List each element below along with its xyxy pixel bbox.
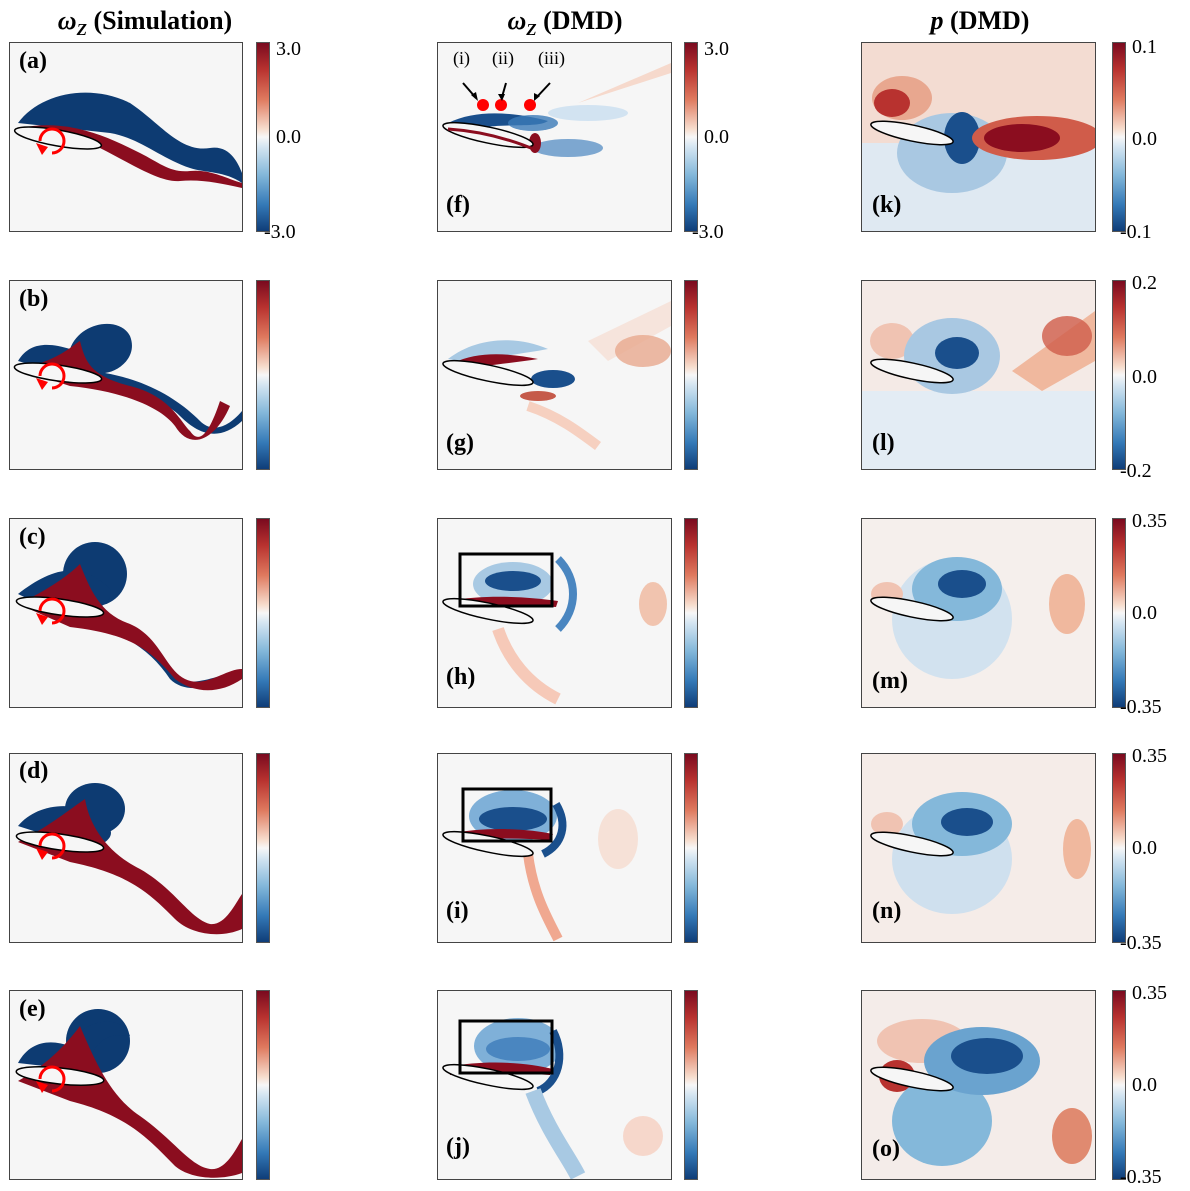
- colorbar: [684, 518, 698, 708]
- point-label: (iii): [538, 48, 565, 68]
- colorbar-tick-mid: 0.0: [1132, 128, 1157, 150]
- colorbar-tick-bottom: -0.35: [1120, 1166, 1162, 1188]
- colorbar-tick-bottom: -0.35: [1120, 696, 1162, 718]
- panel-m: [861, 518, 1096, 708]
- panel-e: [9, 990, 243, 1180]
- panel-d: [9, 753, 243, 943]
- colorbar-tick-top: 0.2: [1132, 272, 1157, 294]
- panel-label: (m): [872, 668, 908, 694]
- colorbar: [256, 280, 270, 470]
- panel-o: [861, 990, 1096, 1180]
- colorbar-tick-bottom: -0.1: [1120, 221, 1152, 243]
- title-dmd-vorticity: ωZ (DMD): [405, 6, 725, 40]
- colorbar: [1112, 753, 1126, 943]
- colorbar: [1112, 518, 1126, 708]
- colorbar-tick-top: 0.35: [1132, 745, 1167, 767]
- colorbar: [256, 753, 270, 943]
- colorbar: [256, 42, 270, 232]
- p-symbol: p: [930, 6, 944, 35]
- colorbar: [684, 753, 698, 943]
- colorbar-tick-mid: 0.0: [1132, 366, 1157, 388]
- panel-label: (j): [446, 1134, 470, 1160]
- panel-label: (e): [19, 996, 46, 1022]
- panel-c: [9, 518, 243, 708]
- panel-label: (h): [446, 664, 476, 690]
- panel-j: [437, 990, 672, 1180]
- panel-f: [437, 42, 672, 232]
- colorbar-tick-bottom: -3.0: [264, 221, 296, 243]
- colorbar-tick-mid: 0.0: [1132, 837, 1157, 859]
- colorbar-tick-top: 0.35: [1132, 982, 1167, 1004]
- colorbar: [1112, 990, 1126, 1180]
- panel-a: [9, 42, 243, 232]
- panel-label: (a): [19, 48, 47, 74]
- title-text: (DMD): [536, 6, 623, 35]
- panel-label: (b): [19, 286, 49, 312]
- title-simulation-vorticity: ωZ (Simulation): [0, 6, 305, 40]
- colorbar-tick-mid: 0.0: [704, 126, 729, 148]
- panel-label: (c): [19, 524, 46, 550]
- omega-symbol: ω: [507, 6, 527, 35]
- panel-l: [861, 280, 1096, 470]
- panel-label: (n): [872, 898, 902, 924]
- colorbar-tick-top: 3.0: [704, 38, 729, 60]
- colorbar-tick-bottom: -3.0: [692, 221, 724, 243]
- panel-label: (l): [872, 430, 895, 456]
- colorbar: [684, 990, 698, 1180]
- panel-i: [437, 753, 672, 943]
- subscript: Z: [526, 20, 537, 40]
- panel-k: [861, 42, 1096, 232]
- colorbar: [1112, 280, 1126, 470]
- panel-h: [437, 518, 672, 708]
- panel-label: (g): [446, 430, 474, 456]
- panel-label: (d): [19, 758, 49, 784]
- colorbar-tick-top: 0.1: [1132, 36, 1157, 58]
- panel-n: [861, 753, 1096, 943]
- panel-g: [437, 280, 672, 470]
- panel-label: (f): [446, 192, 470, 218]
- panel-b: [9, 280, 243, 470]
- colorbar: [684, 280, 698, 470]
- colorbar: [1112, 42, 1126, 232]
- title-text: (DMD): [943, 6, 1030, 35]
- panel-label: (i): [446, 898, 469, 924]
- colorbar: [684, 42, 698, 232]
- colorbar-tick-top: 3.0: [276, 38, 301, 60]
- point-label: (i): [453, 48, 470, 68]
- title-dmd-pressure: p (DMD): [820, 6, 1140, 36]
- colorbar-tick-bottom: -0.35: [1120, 932, 1162, 954]
- colorbar-tick-mid: 0.0: [1132, 602, 1157, 624]
- colorbar-tick-top: 0.35: [1132, 510, 1167, 532]
- title-text: (Simulation): [87, 6, 233, 35]
- colorbar: [256, 990, 270, 1180]
- colorbar: [256, 518, 270, 708]
- panel-label: (k): [872, 192, 902, 218]
- point-label: (ii): [492, 48, 514, 68]
- colorbar-tick-mid: 0.0: [1132, 1074, 1157, 1096]
- colorbar-tick-bottom: -0.2: [1120, 460, 1152, 482]
- panel-label: (o): [872, 1136, 900, 1162]
- subscript: Z: [76, 20, 87, 40]
- omega-symbol: ω: [57, 6, 77, 35]
- colorbar-tick-mid: 0.0: [276, 126, 301, 148]
